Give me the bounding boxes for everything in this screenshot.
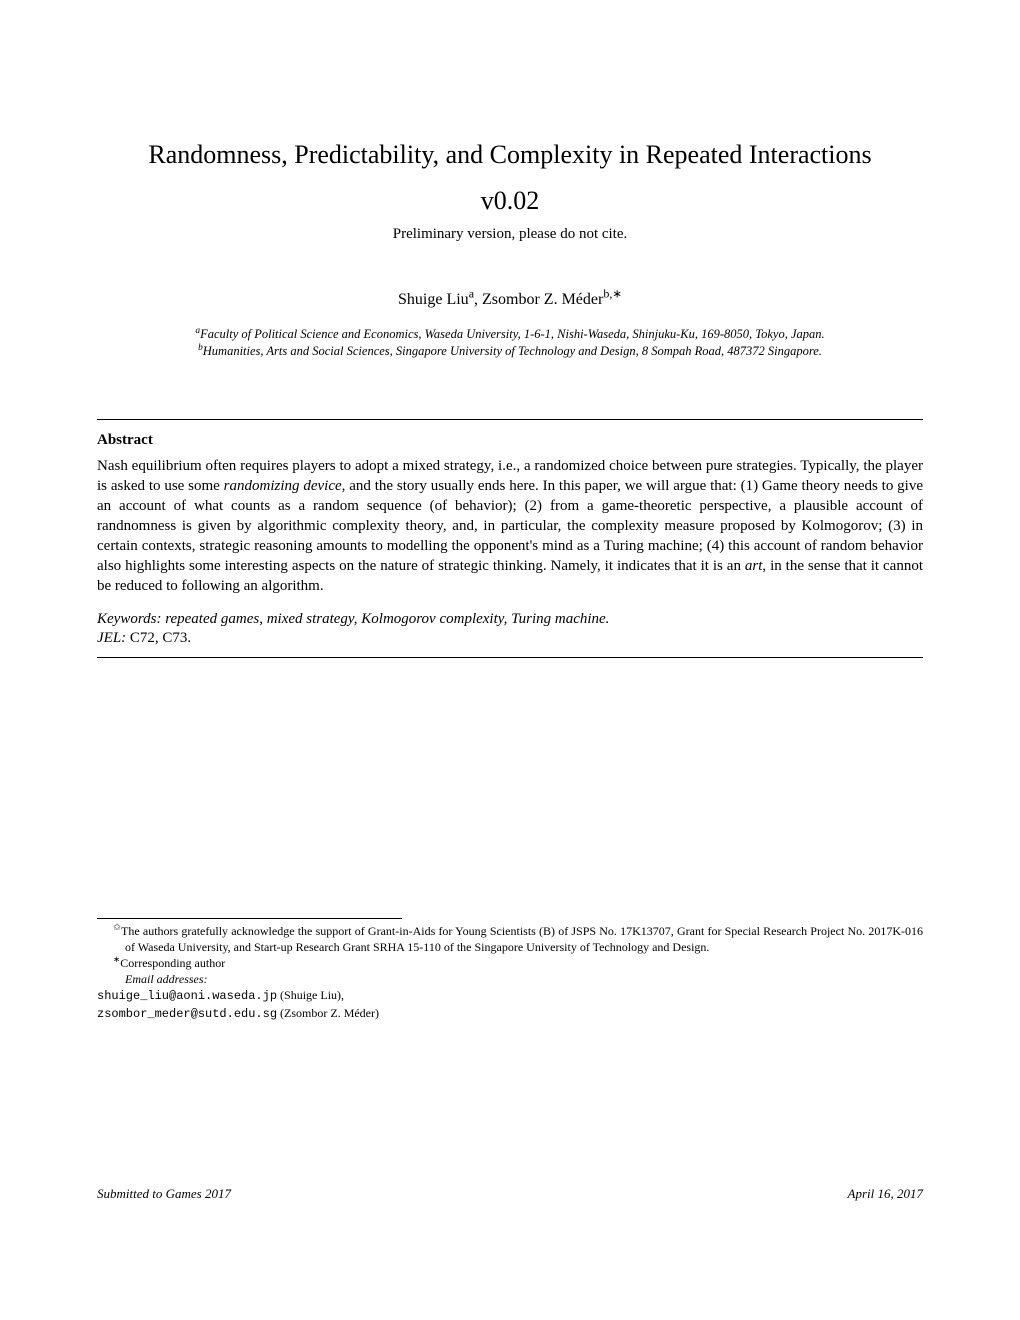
author-2-affil-mark: b, (603, 287, 612, 301)
jel: JEL: C72, C73. (97, 630, 923, 647)
affiliation-b: bHumanities, Arts and Social Sciences, S… (97, 344, 923, 359)
footnote-corresponding: ∗Corresponding author (97, 955, 923, 971)
footnote-acknowledgment: ✩The authors gratefully acknowledge the … (97, 923, 923, 955)
abstract-art: art (745, 558, 763, 574)
footnote-email-2: zsombor_meder@sutd.edu.sg (97, 1007, 277, 1021)
author-2-corresponding-mark: ∗ (612, 289, 622, 301)
jel-codes: C72, C73. (130, 630, 191, 646)
page-footer: Submitted to Games 2017 April 16, 2017 (97, 1186, 923, 1202)
footnote-email-2-name: (Zsombor Z. Méder) (277, 1006, 379, 1020)
bottom-rule (97, 657, 923, 658)
footnote-star-mark: ✩ (113, 922, 121, 933)
affiliation-a-text: Faculty of Political Science and Economi… (200, 327, 825, 341)
footnote-email-1-line: shuige_liu@aoni.waseda.jp (Shuige Liu), (97, 987, 923, 1004)
author-2-name: Zsombor Z. Méder (482, 291, 603, 308)
abstract-heading: Abstract (97, 432, 923, 449)
footnote-email-2-line: zsombor_meder@sutd.edu.sg (Zsombor Z. Mé… (97, 1005, 923, 1022)
affiliation-a: aFaculty of Political Science and Econom… (97, 327, 923, 342)
footnotes: ✩The authors gratefully acknowledge the … (97, 923, 923, 1022)
keywords-label: Keywords: (97, 611, 165, 627)
footnote-email-1-name: (Shuige Liu), (277, 988, 344, 1002)
abstract-text: Nash equilibrium often requires players … (97, 457, 923, 597)
footer-date: April 16, 2017 (848, 1186, 923, 1202)
preliminary-note: Preliminary version, please do not cite. (97, 226, 923, 243)
jel-label: JEL: (97, 630, 130, 646)
authors: Shuige Liua, Zsombor Z. Méderb,∗ (97, 291, 923, 309)
abstract-randomizing-device: randomizing device (224, 478, 342, 494)
footnote-rule (97, 918, 402, 919)
keywords-text: repeated games, mixed strategy, Kolmogor… (165, 611, 609, 627)
footnote-corr-text: Corresponding author (120, 956, 225, 970)
footnote-email-1: shuige_liu@aoni.waseda.jp (97, 989, 277, 1003)
paper-version: v0.02 (97, 186, 923, 216)
author-separator: , (474, 291, 482, 308)
keywords: Keywords: repeated games, mixed strategy… (97, 611, 923, 628)
affiliation-b-text: Humanities, Arts and Social Sciences, Si… (203, 344, 822, 358)
top-rule (97, 419, 923, 420)
footnote-email-label: Email addresses: (97, 971, 923, 987)
footnote-acknowledgment-text: The authors gratefully acknowledge the s… (121, 924, 923, 954)
author-1-name: Shuige Liu (398, 291, 469, 308)
footer-submitted: Submitted to Games 2017 (97, 1186, 231, 1202)
paper-title: Randomness, Predictability, and Complexi… (97, 140, 923, 170)
